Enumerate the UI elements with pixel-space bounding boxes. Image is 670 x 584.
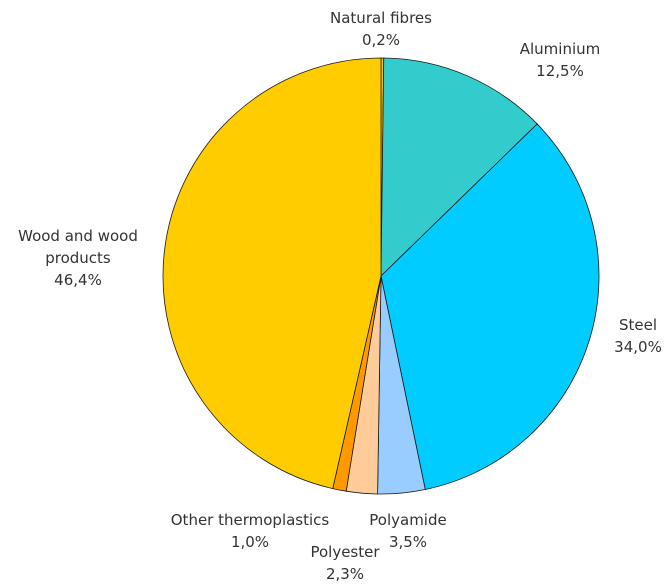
slice-value-label: 3,5%: [389, 533, 427, 551]
pie-slice-aluminium: [380, 57, 538, 277]
slice-name-label: products: [45, 249, 111, 267]
slice-label-wood-and-wood-products: Wood and wood products 46,4%: [18, 227, 138, 289]
slice-label-polyamide: Polyamide 3,5%: [369, 511, 446, 551]
slice-label-natural-fibres: Natural fibres 0,2%: [330, 9, 432, 49]
pie-slices: [162, 57, 600, 495]
pie-slice-wood-and-wood-products: [162, 57, 382, 490]
slice-label-other-thermoplastics: Other thermoplastics 1,0%: [171, 511, 330, 551]
slice-label-steel: Steel 34,0%: [614, 316, 662, 356]
slice-value-label: 12,5%: [536, 62, 584, 80]
slice-value-label: 1,0%: [231, 533, 269, 551]
slice-name-label: Steel: [619, 316, 657, 334]
pie-slice-steel: [380, 123, 600, 490]
slice-name-label: Wood and wood: [18, 227, 138, 245]
slice-value-label: 34,0%: [614, 338, 662, 356]
slice-label-aluminium: Aluminium 12,5%: [520, 40, 601, 80]
slice-value-label: 2,3%: [326, 565, 364, 583]
slice-label-polyester: Polyester 2,3%: [310, 543, 380, 583]
slice-value-label: 46,4%: [54, 271, 102, 289]
pie-labels: Natural fibres 0,2% Aluminium 12,5% Steel 34,…: [18, 9, 662, 583]
slice-name-label: Aluminium: [520, 40, 601, 58]
slice-name-label: Polyester: [310, 543, 380, 561]
slice-name-label: Polyamide: [369, 511, 446, 529]
slice-name-label: Other thermoplastics: [171, 511, 330, 529]
slice-name-label: Natural fibres: [330, 9, 432, 27]
slice-value-label: 0,2%: [362, 31, 400, 49]
